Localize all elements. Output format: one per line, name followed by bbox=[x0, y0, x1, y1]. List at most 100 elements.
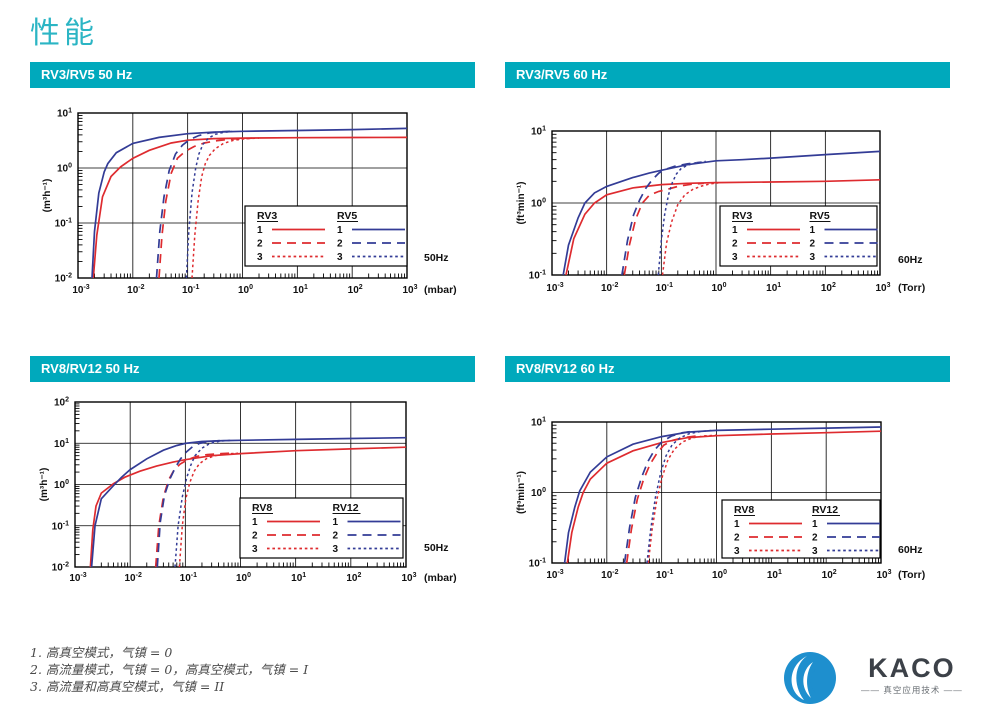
legend: RV3 1 2 3 RV5 1 2 3 bbox=[244, 205, 408, 267]
legend-row-label: 1 bbox=[732, 225, 738, 236]
legend-header: RV12 bbox=[812, 504, 838, 516]
y-tick-label: 10-1 bbox=[529, 558, 546, 570]
x-tick-label: 100 bbox=[712, 569, 727, 581]
minor-ticks bbox=[552, 133, 878, 275]
legend-header: RV12 bbox=[333, 502, 359, 514]
x-tick-label: 103 bbox=[402, 284, 417, 296]
series-rv8-1 bbox=[566, 430, 882, 564]
footnote-2: 2. 高流量模式，气镇 = 0，高真空模式，气镇 = I bbox=[30, 662, 309, 677]
x-axis-unit: (Torr) bbox=[898, 282, 925, 294]
x-tick-label: 100 bbox=[236, 572, 251, 584]
legend-header: RV8 bbox=[734, 504, 754, 516]
chart-rv8rv12-50hz: 10-3 10-2 10-1 100 101 102 10310-210-110010110… bbox=[39, 397, 457, 585]
series-rv5-2 bbox=[155, 130, 231, 279]
series-group bbox=[89, 436, 407, 568]
legend-row-label: 1 bbox=[734, 519, 740, 530]
y-axis-unit: (m³h⁻¹) bbox=[42, 179, 53, 213]
legend-row-label: 1 bbox=[812, 519, 818, 530]
legend: RV3 1 2 3 RV5 1 2 3 bbox=[719, 205, 878, 267]
x-tick-label: 101 bbox=[293, 284, 308, 296]
x-tick-label: 10-1 bbox=[180, 572, 197, 584]
x-tick-label: 10-3 bbox=[72, 284, 89, 296]
series-rv8-2 bbox=[625, 435, 696, 564]
frequency-label: 50Hz bbox=[424, 542, 449, 554]
legend-header: RV5 bbox=[337, 210, 357, 222]
y-tick-label: 10-1 bbox=[529, 270, 546, 282]
legend-box bbox=[719, 205, 878, 267]
x-tick-label: 101 bbox=[767, 569, 782, 581]
series-rv8-3 bbox=[647, 434, 717, 564]
legend-row-label: 2 bbox=[333, 531, 339, 542]
x-tick-label: 103 bbox=[401, 572, 416, 584]
series-rv5-2 bbox=[621, 161, 700, 276]
section-header-rv8rv12-50hz: RV8/RV12 50 Hz bbox=[30, 356, 475, 382]
y-tick-label: 101 bbox=[57, 108, 72, 120]
page-title: 性能 bbox=[30, 16, 98, 51]
x-tick-label: 10-1 bbox=[656, 569, 673, 581]
y-tick-label: 100 bbox=[531, 487, 546, 499]
kaco-logo-icon bbox=[784, 652, 836, 704]
x-tick-label: 101 bbox=[291, 572, 306, 584]
series-rv12-3 bbox=[646, 429, 713, 564]
y-tick-label: 101 bbox=[531, 417, 546, 429]
footnote-3: 3. 高流量和高真空模式，气镇 = II bbox=[30, 679, 225, 694]
plot-border bbox=[551, 130, 881, 276]
frequency-label: 60Hz bbox=[898, 544, 923, 556]
series-rv12-3 bbox=[174, 439, 231, 568]
y-tick-label: 100 bbox=[531, 198, 546, 210]
series-rv12-1 bbox=[90, 436, 407, 568]
legend-header: RV5 bbox=[810, 210, 830, 222]
x-tick-label: 102 bbox=[348, 284, 363, 296]
x-axis-unit: (Torr) bbox=[898, 569, 925, 581]
series-rv8-1 bbox=[89, 446, 407, 568]
x-axis-unit: (mbar) bbox=[424, 572, 457, 584]
y-tick-label: 101 bbox=[531, 126, 546, 138]
chart-rv3rv5-60hz: 10-3 10-2 10-1 100 101 102 103 10-1 100 101 (Torr)… bbox=[516, 126, 925, 295]
legend-row-label: 2 bbox=[337, 239, 343, 250]
legend-row-label: 3 bbox=[257, 252, 263, 263]
x-tick-label: 103 bbox=[876, 569, 891, 581]
footnote-1: 1. 高真空模式，气镇 = 0 bbox=[30, 645, 173, 660]
legend-row-label: 1 bbox=[810, 225, 816, 236]
chart-rv8rv12-60hz: 10-3 10-2 10-1 100 101 102 103 10-1 100 101 (Torr)… bbox=[516, 417, 925, 582]
x-tick-label: 10-2 bbox=[601, 569, 618, 581]
legend-row-label: 2 bbox=[812, 533, 818, 544]
x-tick-label: 10-2 bbox=[124, 572, 141, 584]
series-rv5-1 bbox=[91, 127, 408, 279]
kaco-tagline: —— 真空应用技术 —— bbox=[861, 685, 963, 695]
legend-header: RV3 bbox=[257, 210, 277, 222]
y-axis-unit: (m³h⁻¹) bbox=[39, 468, 50, 502]
footnotes: 1. 高真空模式，气镇 = 0 2. 高流量模式，气镇 = 0，高真空模式，气镇… bbox=[30, 644, 308, 695]
legend-row-label: 3 bbox=[812, 546, 818, 557]
legend-row-label: 2 bbox=[810, 239, 816, 250]
series-rv12-1 bbox=[563, 426, 882, 564]
series-group bbox=[91, 127, 408, 279]
section-header-rv3rv5-60hz: RV3/RV5 60 Hz bbox=[505, 62, 950, 88]
series-rv3-1 bbox=[92, 136, 408, 279]
legend-row-label: 1 bbox=[252, 517, 258, 528]
series-rv3-2 bbox=[623, 182, 704, 276]
legend-header: RV3 bbox=[732, 210, 752, 222]
legend-row-label: 3 bbox=[337, 252, 343, 263]
series-rv12-2 bbox=[623, 430, 695, 564]
legend-row-label: 1 bbox=[333, 517, 339, 528]
frequency-label: 60Hz bbox=[898, 254, 923, 266]
legend-row-label: 2 bbox=[732, 239, 738, 250]
chart-rv3rv5-50hz: 10-3 10-2 10-1 100 101 102 10310-210-1100101(m… bbox=[42, 108, 457, 297]
y-tick-label: 102 bbox=[54, 397, 69, 409]
y-tick-label: 10-1 bbox=[55, 218, 72, 230]
legend: RV8 1 2 3 RV12 1 2 3 bbox=[721, 499, 881, 559]
legend-row-label: 1 bbox=[337, 225, 343, 236]
plot-border bbox=[551, 421, 882, 564]
y-tick-label: 100 bbox=[54, 479, 69, 491]
x-tick-label: 10-1 bbox=[182, 284, 199, 296]
frequency-label: 50Hz bbox=[424, 252, 449, 264]
series-group bbox=[562, 150, 881, 276]
y-tick-label: 10-1 bbox=[52, 520, 69, 532]
legend-header: RV8 bbox=[252, 502, 272, 514]
y-axis-unit: (ft³min⁻¹) bbox=[516, 471, 527, 514]
kaco-wordmark: KACO bbox=[868, 653, 956, 683]
legend-row-label: 3 bbox=[810, 252, 816, 263]
x-tick-label: 10-2 bbox=[127, 284, 144, 296]
